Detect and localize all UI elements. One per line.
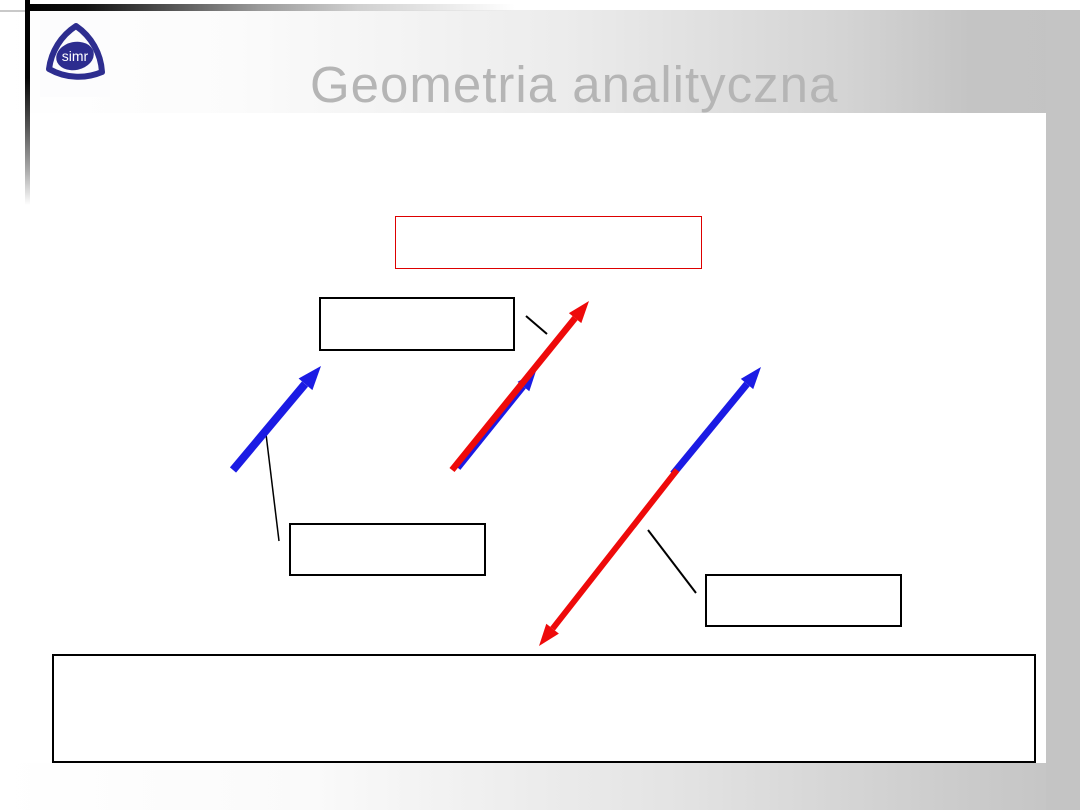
blue-vector-right-arrowhead (740, 367, 761, 390)
blue-vector-middle-arrowhead (517, 371, 536, 392)
connector-line-middle (525, 315, 548, 335)
label-box-top (319, 297, 515, 351)
highlight-box-red (395, 216, 702, 269)
corner-cross-vertical-line (25, 0, 30, 205)
blue-vector-right-shaft (670, 381, 750, 477)
logo-triangle-outline (46, 23, 105, 80)
connector-line-right (647, 529, 697, 594)
red-vector-middle-arrowhead (568, 301, 589, 324)
connector-line-left (265, 433, 280, 542)
blue-vector-left-arrowhead (298, 366, 321, 391)
right-gradient-band (1046, 10, 1080, 810)
corner-cross-horizontal-line (25, 4, 515, 11)
red-vector-right-arrowhead (539, 623, 559, 646)
footer-box (52, 654, 1036, 763)
logo-text: simr (62, 48, 89, 64)
simr-logo-graphic: simr (46, 23, 105, 80)
red-vector-right-shaft (550, 468, 680, 631)
logo-ellipse (56, 41, 94, 71)
bottom-gradient-band (0, 763, 1046, 810)
blue-vector-middle-shaft (455, 384, 526, 470)
simr-logo: simr (40, 12, 110, 97)
page-title: Geometria analityczna (310, 56, 839, 113)
label-box-lower-left (289, 523, 486, 576)
title-gradient-band (0, 10, 1080, 113)
blue-vector-left-shaft (229, 381, 309, 473)
label-box-right (705, 574, 902, 627)
corner-thin-line (0, 10, 26, 12)
